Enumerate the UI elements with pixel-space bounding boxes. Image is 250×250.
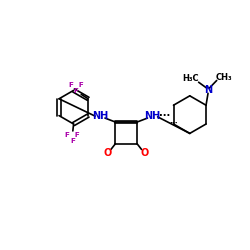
Text: ···: ··· <box>158 110 170 120</box>
Text: F: F <box>74 88 79 94</box>
Text: F: F <box>70 138 75 144</box>
Text: O: O <box>104 148 112 158</box>
Text: F  F: F F <box>69 82 84 88</box>
Text: H₃C: H₃C <box>182 74 199 83</box>
Text: NH: NH <box>144 111 160 121</box>
Text: F  F: F F <box>65 132 80 138</box>
Text: N: N <box>204 86 212 96</box>
Text: O: O <box>140 148 149 158</box>
Text: CH₃: CH₃ <box>215 73 232 82</box>
Text: ···: ··· <box>170 120 178 129</box>
Text: NH: NH <box>92 111 108 121</box>
